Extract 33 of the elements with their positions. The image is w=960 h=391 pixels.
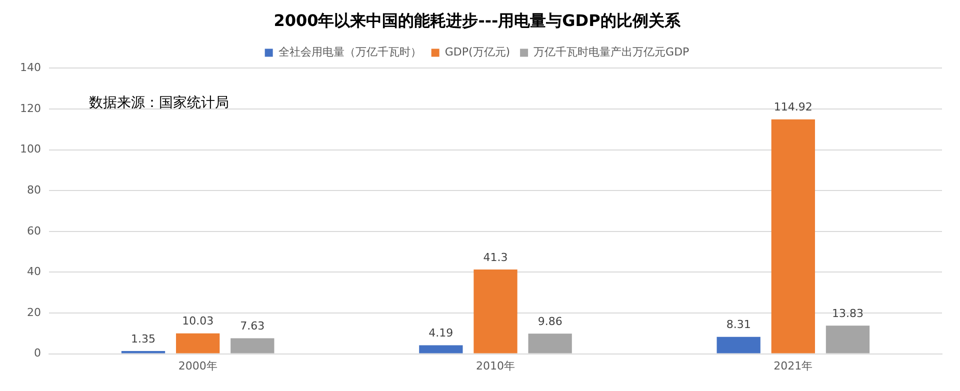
data-label: 13.83	[832, 306, 864, 320]
data-label: 7.63	[240, 320, 265, 333]
x-tick-label: 2010年	[476, 359, 515, 372]
x-tick-label: 2021年	[774, 359, 813, 372]
legend-label: GDP(万亿元)	[444, 46, 510, 59]
annotation: 数据来源：国家统计局	[88, 94, 229, 111]
data-label: 114.92	[774, 100, 812, 114]
legend-label: 万亿千瓦时电量产出万亿元GDP	[534, 46, 690, 59]
data-label: 8.31	[726, 318, 751, 332]
bar	[826, 326, 870, 354]
y-tick-label: 0	[34, 346, 41, 360]
y-tick-label: 60	[26, 224, 41, 238]
y-tick-label: 140	[20, 61, 41, 74]
bar	[474, 270, 518, 354]
legend-label: 全社会用电量（万亿千瓦时）	[278, 46, 422, 59]
bar	[716, 336, 760, 354]
chart-title: 2000年以来中国的能耗进步---用电量与GDP的比例关系	[274, 10, 682, 30]
data-label: 41.3	[483, 250, 508, 264]
data-label: 9.86	[538, 315, 562, 328]
bar	[176, 333, 220, 354]
x-tick-label: 2000年	[178, 359, 218, 372]
data-label: 4.19	[428, 326, 454, 340]
bar	[771, 119, 815, 354]
bar	[230, 338, 274, 354]
data-label: 1.35	[131, 332, 156, 346]
data-label: 10.03	[182, 314, 214, 328]
y-tick-label: 100	[20, 142, 41, 156]
y-tick-label: 20	[26, 306, 41, 319]
bar	[419, 345, 463, 354]
y-tick-label: 40	[26, 265, 41, 278]
y-tick-label: 120	[20, 102, 41, 115]
bar	[528, 334, 572, 354]
y-tick-label: 80	[26, 183, 41, 196]
